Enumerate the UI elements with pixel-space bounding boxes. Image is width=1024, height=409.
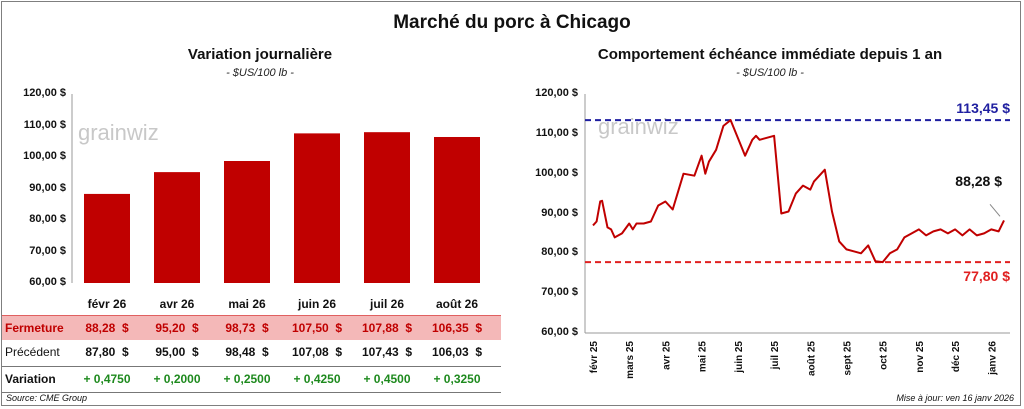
line-chart-subtitle: - $US/100 lb -: [736, 67, 804, 79]
bar-category-label: juil 26: [369, 297, 404, 311]
table-cell: + 0,4750: [83, 372, 131, 386]
bar-category-label: juin 26: [297, 297, 336, 311]
line-x-tick-label: janv 26: [987, 341, 998, 376]
table-cell: 98,73 $: [225, 321, 269, 335]
table-row-label: Précédent: [5, 345, 60, 359]
table-row-label: Variation: [5, 372, 56, 386]
bar-chart-subtitle: - $US/100 lb -: [226, 67, 294, 79]
line-x-tick-label: juil 25: [770, 341, 781, 371]
table-cell: 95,00 $: [155, 345, 199, 359]
line-y-tick-label: 100,00 $: [535, 166, 578, 179]
last-value-label: 88,28 $: [955, 173, 1002, 189]
line-x-tick-label: févr 25: [589, 341, 600, 374]
bar-3: [294, 133, 340, 283]
line-chart-title: Comportement échéance immédiate depuis 1…: [597, 46, 943, 63]
line-y-tick-label: 80,00 $: [541, 246, 578, 259]
table-row: Fermeture 88,28 $ 95,20 $ 98,73 $ 107,50 $ 10…: [2, 315, 501, 342]
table-row: Variation + 0,4750 + 0,2000 + 0,2500 + 0,425…: [2, 366, 501, 393]
bar-category-label: mai 26: [228, 297, 266, 311]
bar-1: [154, 172, 200, 283]
line-x-tick-label: août 25: [806, 341, 817, 376]
bar-category-label: avr 26: [159, 297, 195, 311]
line-x-tick-label: oct 25: [879, 341, 890, 370]
bar-0: [84, 193, 130, 283]
line-y-tick-label: 70,00 $: [541, 286, 578, 299]
bar-y-tick-label: 90,00 $: [29, 181, 66, 194]
bar-category-label: févr 26: [87, 297, 127, 311]
table-cell: + 0,4500: [363, 372, 411, 386]
bar-chart-title: Variation journalière: [187, 46, 333, 63]
table-cell: 98,48 $: [225, 345, 269, 359]
table-cell: 107,88 $: [361, 321, 413, 335]
table-cell: 107,50 $: [291, 321, 343, 335]
line-x-tick-label: mars 25: [625, 341, 636, 379]
line-x-tick-label: mai 25: [698, 341, 709, 373]
table-cell: + 0,4250: [293, 372, 341, 386]
bar-y-tick-label: 80,00 $: [29, 213, 66, 225]
table-cell: + 0,2000: [153, 372, 201, 386]
bar-y-tick-label: 120,00 $: [23, 87, 66, 99]
table-row-label: Fermeture: [5, 321, 64, 335]
line-y-tick-label: 60,00 $: [541, 326, 578, 338]
reference-line-label: 77,80 $: [963, 268, 1010, 284]
line-y-tick-label: 120,00 $: [535, 87, 578, 99]
line-x-tick-label: déc 25: [951, 341, 962, 373]
table-cell: + 0,3250: [433, 372, 481, 386]
table-cell: + 0,2500: [223, 372, 271, 386]
line-x-tick-label: juin 25: [734, 341, 745, 374]
table-cell: 106,03 $: [431, 345, 483, 359]
table-cell: 107,08 $: [291, 345, 343, 359]
table-cell: 107,43 $: [361, 345, 413, 359]
reference-line-label: 113,45 $: [956, 100, 1010, 116]
last-value-leader: [989, 204, 1001, 217]
line-x-tick-label: sept 25: [842, 341, 853, 376]
table-cell: 87,80 $: [85, 345, 129, 359]
bar-y-tick-label: 110,00 $: [23, 118, 66, 131]
bar-2: [224, 161, 270, 283]
watermark-logo: grainwiz: [78, 120, 159, 145]
table-row: Précédent 87,80 $ 95,00 $ 98,48 $ 107,08 $ 10…: [2, 340, 501, 365]
price-line: [592, 119, 1005, 264]
bar-category-label: août 26: [435, 297, 478, 311]
bar-y-tick-label: 70,00 $: [29, 244, 66, 257]
bar-y-tick-label: 60,00 $: [29, 276, 66, 288]
watermark-logo: grainwiz: [598, 114, 679, 139]
source-note: Source: CME Group: [6, 393, 88, 403]
bar-4: [364, 132, 410, 283]
line-x-tick-label: avr 25: [661, 341, 672, 370]
line-x-tick-label: nov 25: [915, 341, 926, 373]
table-cell: 95,20 $: [155, 321, 199, 335]
page-title: Marché du porc à Chicago: [393, 12, 631, 33]
bar-y-tick-label: 100,00 $: [23, 150, 66, 162]
bar-5: [434, 136, 480, 283]
update-note: Mise à jour: ven 16 janv 2026: [896, 393, 1014, 403]
line-y-tick-label: 110,00 $: [535, 126, 578, 139]
table-cell: 106,35 $: [431, 321, 483, 335]
line-y-tick-label: 90,00 $: [541, 206, 578, 219]
table-cell: 88,28 $: [85, 321, 129, 335]
